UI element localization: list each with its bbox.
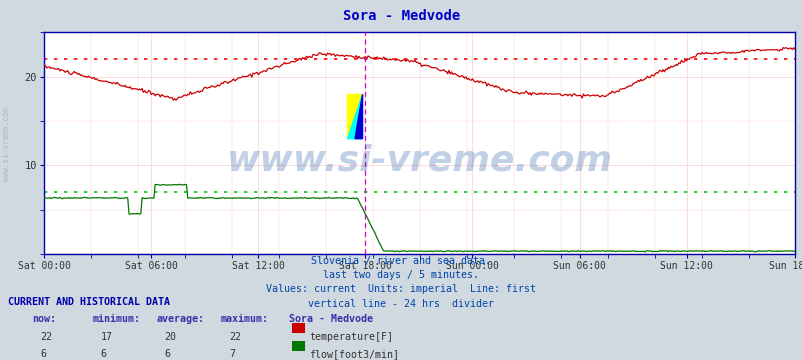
Text: Sora - Medvode: Sora - Medvode: [342, 9, 460, 23]
Polygon shape: [347, 94, 362, 139]
Text: maximum:: maximum:: [221, 314, 269, 324]
Polygon shape: [354, 94, 362, 139]
Text: Sora - Medvode: Sora - Medvode: [289, 314, 373, 324]
Text: 17: 17: [100, 332, 112, 342]
Text: CURRENT AND HISTORICAL DATA: CURRENT AND HISTORICAL DATA: [8, 297, 170, 307]
Text: 6: 6: [164, 349, 170, 359]
Text: 22: 22: [40, 332, 52, 342]
Text: 22: 22: [229, 332, 241, 342]
Text: www.si-vreme.com: www.si-vreme.com: [2, 107, 11, 181]
Text: average:: average:: [156, 314, 205, 324]
Text: now:: now:: [32, 314, 56, 324]
Text: 20: 20: [164, 332, 176, 342]
Text: 6: 6: [100, 349, 106, 359]
Text: www.si-vreme.com: www.si-vreme.com: [226, 144, 612, 178]
Polygon shape: [347, 94, 362, 139]
Text: Slovenia / river and sea data.
last two days / 5 minutes.
Values: current  Units: Slovenia / river and sea data. last two …: [266, 256, 536, 309]
Text: temperature[F]: temperature[F]: [309, 332, 393, 342]
Text: 6: 6: [40, 349, 46, 359]
Text: minimum:: minimum:: [92, 314, 140, 324]
Text: 7: 7: [229, 349, 234, 359]
Text: flow[foot3/min]: flow[foot3/min]: [309, 349, 399, 359]
